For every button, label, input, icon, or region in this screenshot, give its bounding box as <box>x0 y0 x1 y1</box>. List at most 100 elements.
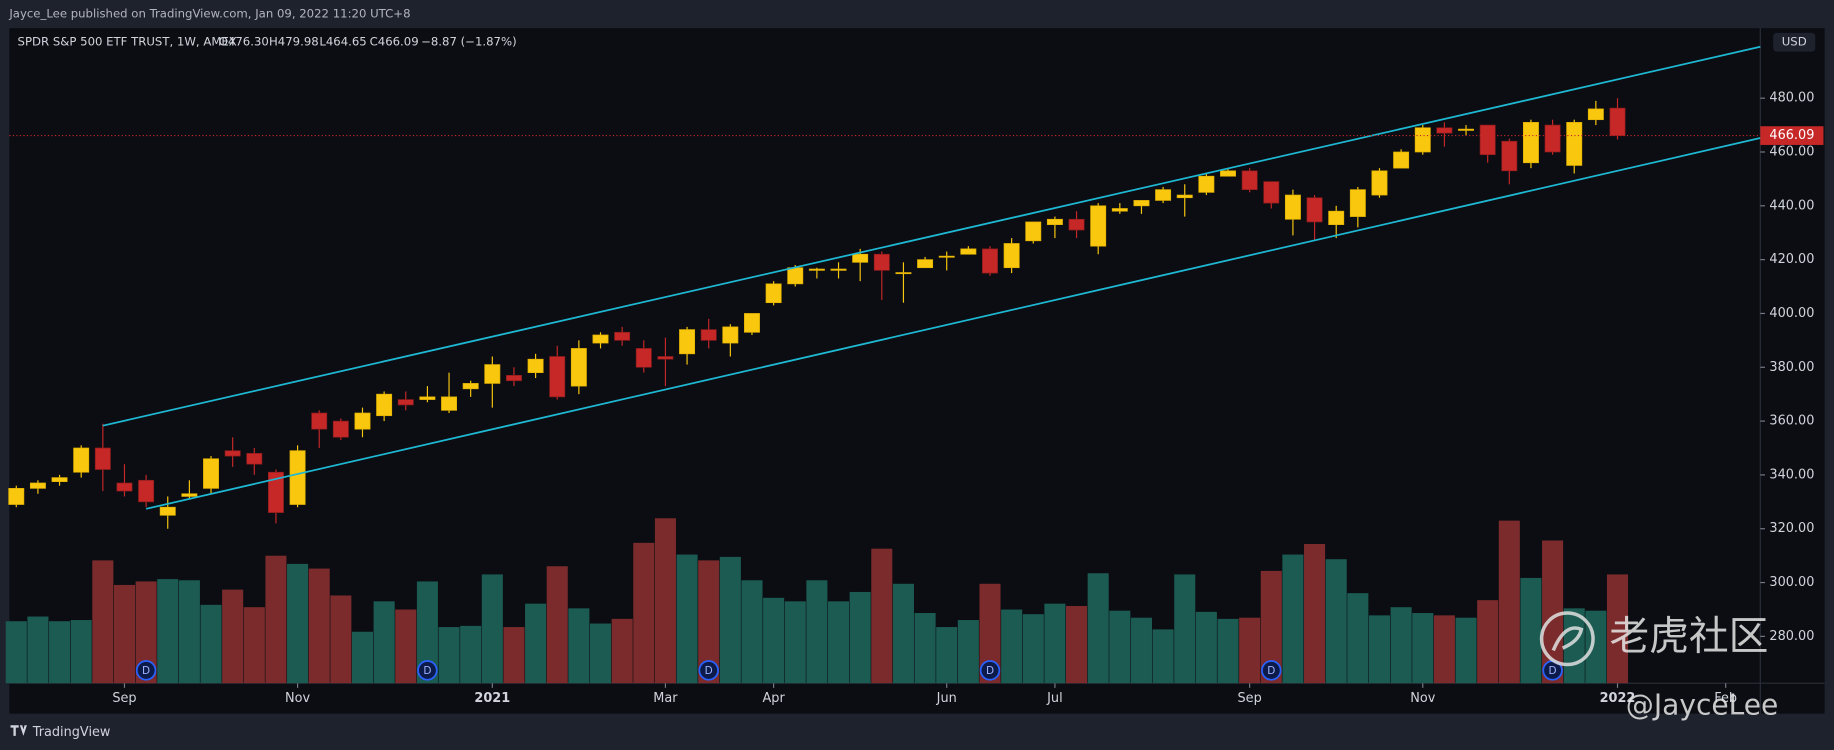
candle-body <box>8 488 25 505</box>
x-tick-label: Feb <box>1714 691 1737 706</box>
x-tick-label: Nov <box>1410 691 1435 706</box>
legend-high: H479.98 <box>269 35 319 49</box>
volume-bar <box>1130 617 1152 684</box>
volume-bar <box>1001 609 1023 684</box>
candle-body <box>1046 218 1063 225</box>
x-tick-label: Sep <box>1238 691 1262 706</box>
candle-body <box>1111 208 1128 212</box>
volume-bar <box>871 548 893 684</box>
candle-body <box>224 450 241 457</box>
candle-body <box>852 253 869 263</box>
volume-bar <box>135 581 157 684</box>
candle-body <box>1068 218 1085 231</box>
candle-body <box>441 396 457 411</box>
volume-bar <box>1347 593 1369 684</box>
volume-bar <box>676 554 698 684</box>
candle-body <box>982 248 998 274</box>
volume-bar <box>525 603 547 684</box>
candle-body <box>1155 189 1172 201</box>
dividend-marker <box>417 660 438 681</box>
y-tick-label: 380.00 <box>1769 360 1814 375</box>
volume-bar <box>49 621 71 684</box>
volume-bar <box>784 601 806 684</box>
volume-bar <box>1433 615 1455 684</box>
candle-body <box>1436 127 1453 134</box>
volume-bar <box>1239 617 1261 684</box>
volume-bar <box>70 620 92 684</box>
volume-bar <box>330 595 352 684</box>
candle-body <box>94 447 111 470</box>
y-tick-label: 340.00 <box>1769 467 1814 482</box>
candle-body <box>917 259 934 269</box>
volume-bar <box>1195 611 1217 684</box>
candle-body <box>484 364 501 384</box>
volume-bar <box>957 620 979 684</box>
volume-bar <box>698 560 720 684</box>
volume-bar <box>1022 614 1044 684</box>
y-tick-label: 400.00 <box>1769 306 1814 321</box>
y-tick-label: 280.00 <box>1769 629 1814 644</box>
volume-bar <box>438 627 460 684</box>
candle-body <box>289 450 306 505</box>
volume-bar <box>503 627 525 684</box>
legend-change: −8.87 (−1.87%) <box>421 35 517 49</box>
volume-bar <box>1282 554 1304 684</box>
volume-bar <box>633 542 655 684</box>
candle-body <box>1090 205 1107 247</box>
candle-body <box>1284 194 1301 220</box>
candle-body <box>1522 122 1539 164</box>
candle-body <box>1609 107 1626 136</box>
dividend-marker <box>979 660 1001 681</box>
last-price-box <box>1760 126 1824 145</box>
publisher: Jayce_Lee published on TradingView.com, … <box>8 7 410 21</box>
candle-body <box>73 447 90 473</box>
volume-bar <box>1260 570 1282 684</box>
volume-bar <box>200 604 222 684</box>
legend: SPDR S&P 500 ETF TRUST, 1W, AMEX O476.30… <box>18 35 517 49</box>
candle-body <box>765 283 782 304</box>
candle-body <box>1198 175 1215 193</box>
volume-bar <box>222 589 244 684</box>
channel-line <box>145 137 1761 510</box>
x-tick-label: Apr <box>762 691 785 706</box>
candle-body <box>506 374 522 382</box>
volume-bar <box>849 591 871 684</box>
volume-bar <box>1542 540 1564 684</box>
candle-body <box>1587 108 1604 121</box>
candle-body <box>960 248 977 255</box>
candle-body <box>830 268 847 271</box>
x-tick-label: Nov <box>285 691 310 706</box>
y-tick-label: 420.00 <box>1769 252 1814 267</box>
volume-bar <box>719 556 741 684</box>
candle-body <box>332 420 349 438</box>
volume-bar <box>178 580 200 684</box>
volume-bar <box>1109 610 1131 684</box>
candle-body <box>1393 151 1410 169</box>
volume-bar <box>92 560 114 684</box>
volume-bar <box>611 618 633 684</box>
y-tick-label: 480.00 <box>1769 91 1814 106</box>
dividend-label: D <box>1267 665 1275 677</box>
volume-bar <box>1152 629 1174 684</box>
candle-body <box>1176 194 1193 199</box>
volume-bar <box>1325 559 1347 684</box>
footer-brand: TradingView <box>32 725 111 740</box>
volume-bar <box>395 609 417 684</box>
tv-logo <box>10 725 27 736</box>
candle-body <box>895 272 912 275</box>
watermark-icon-mark <box>1551 626 1584 652</box>
x-tick-label: 2022 <box>1600 691 1636 706</box>
volume-bar <box>113 584 135 684</box>
dividend-label: D <box>986 665 994 677</box>
y-tick-label: 460.00 <box>1769 144 1814 159</box>
candle-body <box>1263 181 1280 204</box>
volume-bar <box>481 574 503 684</box>
volume-bar <box>265 555 287 684</box>
candle-body <box>1544 124 1561 153</box>
volume-bar <box>936 627 958 684</box>
candle-body <box>29 482 46 489</box>
candle-body <box>311 412 328 430</box>
dividend-label: D <box>142 665 150 677</box>
volume-bar <box>460 625 482 684</box>
currency-box <box>1773 32 1816 52</box>
